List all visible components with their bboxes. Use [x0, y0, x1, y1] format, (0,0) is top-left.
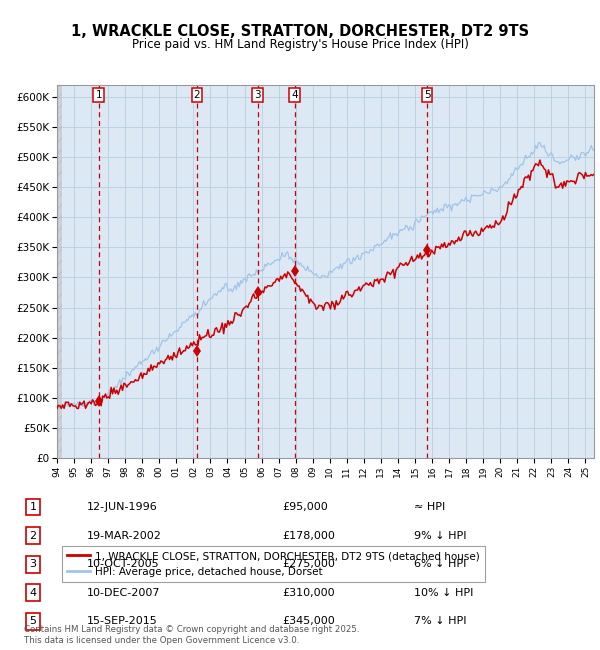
Text: 7% ↓ HPI: 7% ↓ HPI: [414, 616, 467, 627]
Text: 3: 3: [29, 559, 37, 569]
Text: 10-DEC-2007: 10-DEC-2007: [87, 588, 161, 598]
Text: 10-OCT-2005: 10-OCT-2005: [87, 559, 160, 569]
Text: 5: 5: [29, 616, 37, 627]
Text: £178,000: £178,000: [282, 530, 335, 541]
Text: 3: 3: [254, 90, 261, 100]
Text: Contains HM Land Registry data © Crown copyright and database right 2025.
This d: Contains HM Land Registry data © Crown c…: [24, 625, 359, 645]
Text: £275,000: £275,000: [282, 559, 335, 569]
Text: 4: 4: [29, 588, 37, 598]
Text: 2: 2: [29, 530, 37, 541]
Text: £95,000: £95,000: [282, 502, 328, 512]
Text: 1: 1: [95, 90, 102, 100]
Text: 12-JUN-1996: 12-JUN-1996: [87, 502, 158, 512]
Text: £310,000: £310,000: [282, 588, 335, 598]
Text: 9% ↓ HPI: 9% ↓ HPI: [414, 530, 467, 541]
Text: 2: 2: [194, 90, 200, 100]
Text: 15-SEP-2015: 15-SEP-2015: [87, 616, 158, 627]
Text: 10% ↓ HPI: 10% ↓ HPI: [414, 588, 473, 598]
Text: ≈ HPI: ≈ HPI: [414, 502, 445, 512]
Text: 4: 4: [292, 90, 298, 100]
Text: 5: 5: [424, 90, 430, 100]
Bar: [57, 84, 62, 458]
Text: 1, WRACKLE CLOSE, STRATTON, DORCHESTER, DT2 9TS: 1, WRACKLE CLOSE, STRATTON, DORCHESTER, …: [71, 24, 529, 39]
Text: £345,000: £345,000: [282, 616, 335, 627]
Text: 6% ↓ HPI: 6% ↓ HPI: [414, 559, 466, 569]
Text: 1: 1: [29, 502, 37, 512]
Text: Price paid vs. HM Land Registry's House Price Index (HPI): Price paid vs. HM Land Registry's House …: [131, 38, 469, 51]
Text: 19-MAR-2002: 19-MAR-2002: [87, 530, 162, 541]
Legend: 1, WRACKLE CLOSE, STRATTON, DORCHESTER, DT2 9TS (detached house), HPI: Average p: 1, WRACKLE CLOSE, STRATTON, DORCHESTER, …: [62, 546, 485, 582]
